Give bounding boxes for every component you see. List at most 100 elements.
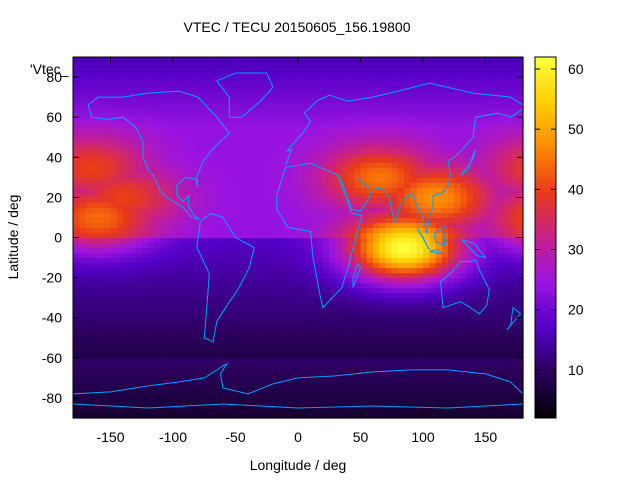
heatmap-cell — [354, 387, 362, 394]
heatmap-cell — [466, 262, 474, 269]
heatmap-cell — [304, 242, 312, 249]
heatmap-cell — [410, 312, 418, 319]
heatmap-cell — [473, 87, 480, 93]
heatmap-cell — [191, 222, 199, 229]
heatmap-cell — [491, 357, 499, 364]
heatmap-cell — [216, 212, 224, 219]
heatmap-cell — [204, 97, 212, 103]
heatmap-cell — [366, 392, 374, 399]
heatmap-cell — [85, 377, 93, 384]
heatmap-cell — [129, 277, 137, 284]
heatmap-cell — [73, 252, 80, 259]
heatmap-cell — [448, 97, 455, 103]
heatmap-cell — [129, 77, 137, 83]
heatmap-cell — [273, 242, 280, 249]
heatmap-cell — [354, 237, 362, 244]
heatmap-cell — [160, 287, 168, 294]
heatmap-cell — [248, 252, 255, 259]
heatmap-cell — [498, 302, 505, 309]
heatmap-cell — [460, 362, 468, 369]
heatmap-cell — [504, 332, 512, 339]
heatmap-cell — [73, 137, 80, 143]
heatmap-cell — [504, 357, 512, 364]
heatmap-cell — [454, 237, 462, 244]
heatmap-cell — [491, 282, 499, 289]
heatmap-cell — [485, 387, 493, 394]
heatmap-cell — [373, 272, 380, 279]
heatmap-cell — [229, 412, 237, 419]
heatmap-cell — [510, 152, 518, 158]
heatmap-cell — [291, 77, 299, 83]
heatmap-cell — [123, 212, 130, 219]
heatmap-cell — [235, 382, 243, 389]
heatmap-cell — [210, 137, 218, 143]
heatmap-cell — [210, 207, 218, 214]
heatmap-cell — [285, 377, 293, 384]
heatmap-cell — [491, 187, 499, 193]
heatmap-cell — [198, 242, 205, 249]
heatmap-cell — [404, 357, 412, 364]
heatmap-cell — [160, 222, 168, 229]
heatmap-cell — [391, 202, 399, 209]
heatmap-cell — [198, 227, 205, 234]
heatmap-cell — [298, 292, 305, 299]
heatmap-cell — [516, 87, 524, 93]
heatmap-cell — [185, 382, 193, 389]
heatmap-cell — [260, 272, 268, 279]
heatmap-cell — [460, 402, 468, 409]
heatmap-cell — [179, 157, 187, 163]
heatmap-cell — [398, 252, 405, 259]
heatmap-cell — [273, 112, 280, 118]
heatmap-cell — [148, 212, 155, 219]
heatmap-cell — [85, 127, 93, 133]
heatmap-cell — [466, 252, 474, 259]
heatmap-cell — [229, 247, 237, 254]
heatmap-cell — [216, 132, 224, 138]
heatmap-cell — [298, 77, 305, 83]
heatmap-cell — [429, 77, 437, 83]
heatmap-cell — [198, 172, 205, 178]
heatmap-cell — [279, 77, 287, 83]
heatmap-cell — [435, 252, 443, 259]
heatmap-cell — [448, 282, 455, 289]
heatmap-cell — [360, 97, 368, 103]
heatmap-cell — [304, 397, 312, 404]
heatmap-cell — [423, 342, 430, 349]
heatmap-cell — [179, 277, 187, 284]
heatmap-cell — [341, 352, 349, 359]
heatmap-cell — [448, 232, 455, 239]
heatmap-cell — [216, 207, 224, 214]
heatmap-cell — [366, 112, 374, 118]
heatmap-cell — [366, 117, 374, 123]
heatmap-cell — [216, 147, 224, 153]
heatmap-cell — [491, 372, 499, 379]
heatmap-cell — [441, 407, 449, 414]
heatmap-cell — [166, 277, 174, 284]
heatmap-cell — [273, 372, 280, 379]
heatmap-cell — [191, 132, 199, 138]
heatmap-cell — [154, 87, 162, 93]
heatmap-cell — [360, 117, 368, 123]
heatmap-cell — [148, 242, 155, 249]
heatmap-cell — [316, 137, 324, 143]
heatmap-cell — [410, 247, 418, 254]
heatmap-cell — [510, 207, 518, 214]
heatmap-cell — [485, 302, 493, 309]
heatmap-cell — [185, 92, 193, 98]
heatmap-cell — [273, 347, 280, 354]
heatmap-cell — [116, 342, 124, 349]
heatmap-cell — [104, 117, 112, 123]
heatmap-cell — [354, 82, 362, 88]
heatmap-cell — [385, 192, 393, 198]
heatmap-cell — [291, 287, 299, 294]
heatmap-cell — [154, 137, 162, 143]
heatmap-cell — [491, 307, 499, 314]
heatmap-cell — [123, 317, 130, 324]
heatmap-cell — [379, 142, 387, 148]
heatmap-cell — [491, 167, 499, 173]
heatmap-cell — [460, 322, 468, 329]
heatmap-cell — [310, 297, 318, 304]
heatmap-cell — [460, 107, 468, 113]
heatmap-cell — [448, 247, 455, 254]
heatmap-cell — [454, 332, 462, 339]
